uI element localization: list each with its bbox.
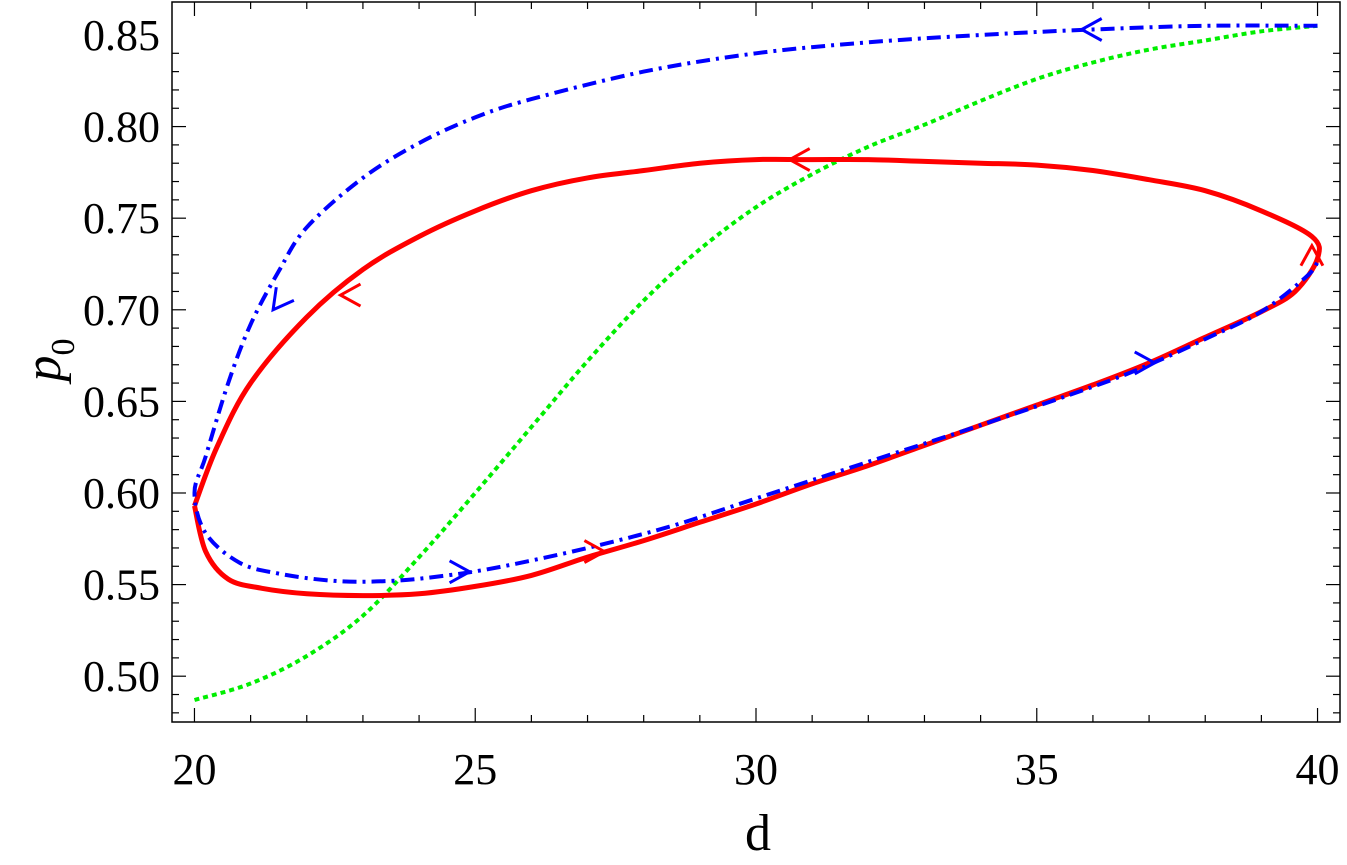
y-tick-label: 0.65 xyxy=(83,377,160,426)
series-red-curve xyxy=(192,156,1322,599)
series-blue-arrow xyxy=(271,286,295,313)
y-tick-label: 0.80 xyxy=(83,103,160,152)
series-group xyxy=(192,23,1322,702)
series-blue-arrow xyxy=(448,559,473,585)
series-red-arrow xyxy=(786,147,811,172)
x-tick-label: 25 xyxy=(453,745,497,794)
y-tick-label: 0.70 xyxy=(83,286,160,335)
y-tick-label: 0.60 xyxy=(83,469,160,518)
y-tick-labels: 0.50 0.55 0.60 0.65 0.70 0.75 0.80 0.85 xyxy=(83,11,160,701)
y-tick-label: 0.55 xyxy=(83,561,160,610)
x-axis-label: d xyxy=(745,805,771,862)
x-tick-labels: 20 25 30 35 40 xyxy=(172,745,1339,794)
series-blue-arrow xyxy=(1078,17,1103,42)
series-red-arrow xyxy=(583,539,608,564)
series-red-arrow xyxy=(1299,242,1325,267)
y-axis-label-main: p xyxy=(15,356,72,386)
tick-marks xyxy=(172,2,1340,722)
y-axis-label: p0 xyxy=(15,339,82,386)
series-blue-curve xyxy=(192,23,1320,584)
direction-arrows xyxy=(271,17,1325,585)
series-red-arrow xyxy=(337,282,362,308)
x-tick-label: 20 xyxy=(172,745,216,794)
plot-frame xyxy=(171,1,1341,723)
series-blue-arrow xyxy=(1133,350,1158,376)
y-tick-label: 0.50 xyxy=(83,652,160,701)
y-axis-label-subscript: 0 xyxy=(45,339,82,356)
x-tick-label: 35 xyxy=(1015,745,1059,794)
x-tick-label: 40 xyxy=(1296,745,1340,794)
x-tick-label: 30 xyxy=(734,745,778,794)
y-tick-label: 0.75 xyxy=(83,194,160,243)
y-tick-label: 0.85 xyxy=(83,11,160,60)
